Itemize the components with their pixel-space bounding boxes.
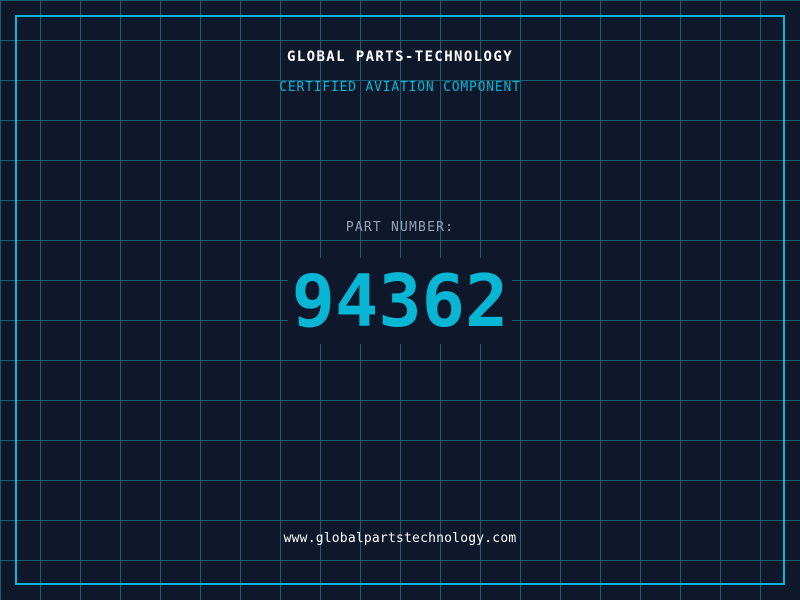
part-number-value: 94362	[287, 258, 513, 344]
company-title: GLOBAL PARTS-TECHNOLOGY	[286, 49, 514, 65]
certification-subtitle: CERTIFIED AVIATION COMPONENT	[279, 80, 521, 95]
part-number: 94362	[0, 258, 800, 344]
part-number-label: PART NUMBER:	[345, 220, 455, 235]
website-url: www.globalpartstechnology.com	[283, 531, 517, 546]
border-frame	[15, 15, 785, 585]
